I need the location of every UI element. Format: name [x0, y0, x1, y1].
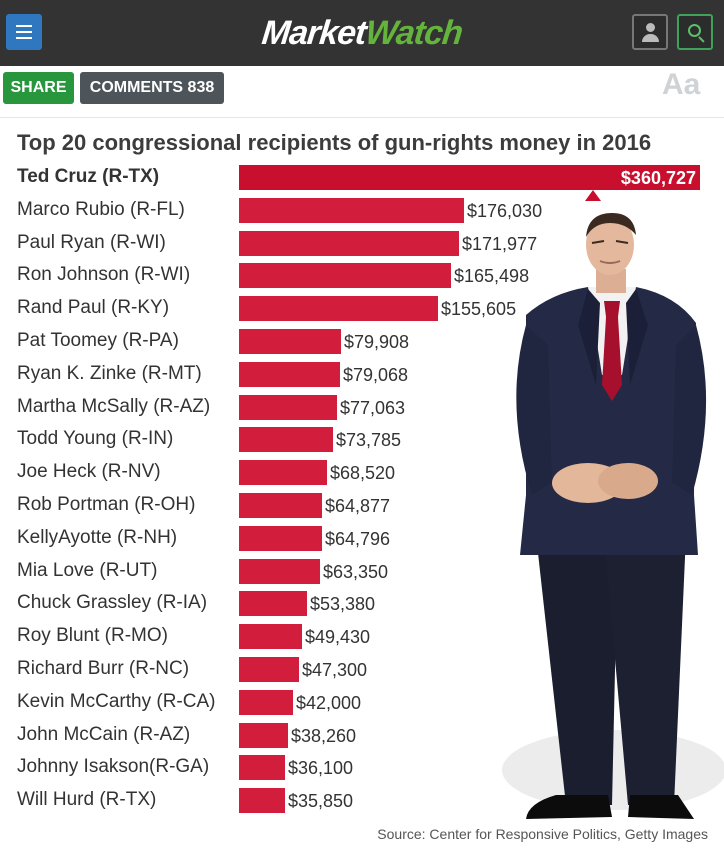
category-label: Richard Burr (R-NC): [17, 658, 190, 679]
bar: [239, 361, 340, 387]
bar: [239, 788, 285, 814]
bar: [239, 394, 337, 420]
bar: [239, 165, 700, 190]
logo-watch: Watch: [363, 14, 465, 52]
bar: [239, 197, 464, 223]
bar: [239, 263, 451, 289]
bar: [239, 755, 285, 781]
data-label: $42,000: [296, 692, 362, 713]
data-label: $64,796: [325, 528, 391, 549]
data-label: $77,063: [340, 397, 406, 418]
category-label: KellyAyotte (R-NH): [17, 526, 178, 548]
data-label: $79,908: [344, 332, 410, 352]
top-bar: MarketWatch: [0, 0, 724, 66]
data-label: $73,785: [336, 430, 402, 451]
politician-photo: [502, 213, 724, 819]
category-label: Johnny Isakson(R-GA): [17, 756, 210, 778]
category-label: Martha McSally (R-AZ): [17, 395, 211, 417]
bar: [239, 427, 333, 453]
category-label: Ryan K. Zinke (R-MT): [17, 362, 202, 384]
chart-title: Top 20 congressional recipients of gun-r…: [17, 130, 652, 155]
image-credit: Source: Center for Responsive Politics, …: [377, 826, 708, 842]
bar: [239, 296, 438, 322]
text-size-button[interactable]: Aa: [662, 68, 701, 101]
article-action-bar: SHARE COMMENTS 838 Aa: [0, 66, 724, 118]
bar: [239, 525, 322, 551]
data-label: $360,727: [620, 168, 696, 188]
comments-button[interactable]: COMMENTS 838: [80, 72, 224, 104]
data-label: $165,498: [454, 266, 530, 287]
bar: [239, 558, 320, 584]
category-label: Rob Portman (R-OH): [17, 494, 196, 515]
category-label: Todd Young (R-IN): [17, 428, 174, 450]
category-label: Kevin McCarthy (R-CA): [17, 690, 216, 712]
bar: [239, 722, 288, 748]
share-button[interactable]: SHARE: [3, 72, 74, 104]
bar: [239, 624, 302, 650]
category-label: Will Hurd (R-TX): [17, 789, 157, 811]
data-label: $68,520: [330, 463, 396, 484]
bar: [239, 591, 307, 617]
category-label: Paul Ryan (R-WI): [17, 231, 166, 253]
category-label: Joe Heck (R-NV): [17, 461, 161, 483]
category-label: Chuck Grassley (R-IA): [17, 592, 208, 614]
data-label: $53,380: [310, 594, 376, 615]
category-label: Ron Johnson (R-WI): [17, 264, 191, 286]
data-label: $36,100: [288, 758, 354, 779]
data-label: $171,977: [462, 233, 538, 254]
bar: [239, 657, 299, 682]
data-label: $79,068: [343, 364, 409, 385]
data-label: $63,350: [323, 561, 389, 582]
top-recipient-marker: [585, 190, 601, 201]
category-label: Marco Rubio (R-FL): [17, 198, 185, 220]
data-label: $35,850: [288, 791, 354, 812]
menu-button[interactable]: [6, 14, 42, 50]
data-label: $155,605: [441, 299, 517, 320]
category-label: John McCain (R-AZ): [17, 723, 191, 745]
data-label: $64,877: [325, 496, 391, 516]
menu-icon: [16, 25, 32, 27]
category-label: Roy Blunt (R-MO): [17, 625, 168, 647]
bar: [239, 329, 341, 354]
data-label: $49,430: [305, 627, 371, 648]
category-label: Rand Paul (R-KY): [17, 297, 170, 319]
category-label: Ted Cruz (R-TX): [17, 166, 160, 187]
search-icon[interactable]: [677, 14, 713, 50]
user-icon[interactable]: [632, 14, 668, 50]
bar: [239, 230, 459, 256]
data-label: $38,260: [291, 725, 357, 746]
category-label: Pat Toomey (R-PA): [17, 330, 179, 351]
logo-market: Market: [260, 14, 368, 52]
bar: [239, 493, 322, 518]
data-label: $47,300: [302, 660, 368, 680]
bar: [239, 689, 293, 715]
marketwatch-logo[interactable]: MarketWatch: [0, 14, 724, 53]
data-label: $176,030: [467, 200, 543, 221]
category-label: Mia Love (R-UT): [17, 559, 158, 581]
bar: [239, 460, 327, 486]
